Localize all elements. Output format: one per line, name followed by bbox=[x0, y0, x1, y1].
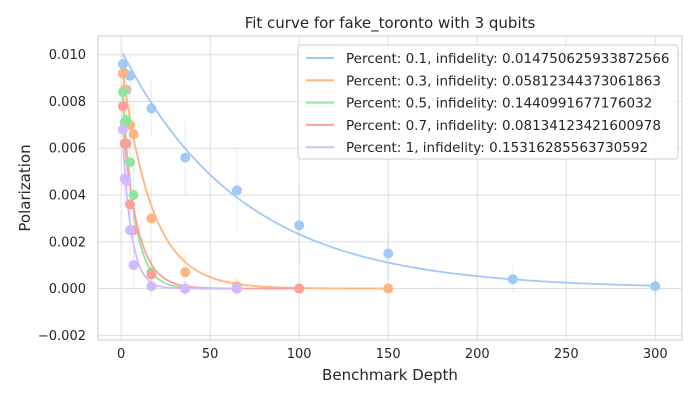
x-tick-label: 200 bbox=[465, 347, 490, 362]
y-tick-label: −0.002 bbox=[38, 329, 86, 344]
legend: Percent: 0.1, infidelity: 0.014750625933… bbox=[297, 44, 679, 160]
fit-curve bbox=[122, 53, 656, 287]
x-axis-label: Benchmark Depth bbox=[322, 366, 458, 384]
data-point bbox=[146, 269, 157, 280]
data-point bbox=[146, 281, 157, 292]
data-point bbox=[146, 213, 157, 224]
legend-label: Percent: 1, infidelity: 0.15316285563730… bbox=[346, 140, 648, 156]
fit-curves bbox=[122, 53, 656, 290]
data-point bbox=[121, 175, 132, 186]
legend-label: Percent: 0.5, infidelity: 0.144099167717… bbox=[346, 96, 652, 112]
x-tick-label: 50 bbox=[202, 347, 219, 362]
data-point bbox=[125, 157, 136, 168]
y-tick-labels: −0.002 0.000 0.002 0.004 0.006 0.008 0.010 bbox=[38, 48, 86, 344]
x-tick-label: 250 bbox=[554, 347, 579, 362]
data-point bbox=[231, 283, 242, 294]
data-point bbox=[383, 283, 394, 294]
data-point bbox=[125, 225, 136, 236]
legend-box bbox=[297, 44, 679, 160]
data-point bbox=[231, 185, 242, 196]
data-point bbox=[117, 68, 128, 79]
data-point bbox=[507, 274, 518, 285]
x-tick-label: 300 bbox=[643, 347, 668, 362]
fit-curve bbox=[122, 72, 389, 290]
data-point bbox=[146, 103, 157, 114]
data-point bbox=[383, 248, 394, 259]
x-tick-label: 100 bbox=[287, 347, 312, 362]
data-point bbox=[294, 283, 305, 294]
data-point bbox=[294, 220, 305, 231]
y-axis-label: Polarization bbox=[16, 144, 34, 231]
y-tick-label: 0.010 bbox=[49, 48, 86, 63]
fit-curve bbox=[122, 142, 237, 290]
x-tick-label: 0 bbox=[117, 347, 125, 362]
data-point bbox=[128, 190, 139, 201]
data-points bbox=[117, 59, 661, 294]
data-point bbox=[121, 138, 132, 149]
data-point bbox=[117, 59, 128, 70]
y-tick-label: 0.002 bbox=[49, 235, 86, 250]
data-point bbox=[117, 101, 128, 112]
data-point bbox=[650, 281, 661, 292]
data-point bbox=[180, 152, 191, 163]
data-point bbox=[125, 199, 136, 210]
data-point bbox=[180, 283, 191, 294]
x-tick-label: 150 bbox=[376, 347, 401, 362]
y-tick-label: 0.004 bbox=[49, 189, 86, 204]
legend-label: Percent: 0.1, infidelity: 0.014750625933… bbox=[346, 51, 670, 67]
data-point bbox=[121, 115, 132, 126]
data-point bbox=[180, 267, 191, 278]
y-tick-label: 0.000 bbox=[49, 282, 86, 297]
legend-label: Percent: 0.7, infidelity: 0.081341234216… bbox=[346, 118, 661, 134]
data-point bbox=[128, 260, 139, 271]
x-tick-labels: 0 50 100 150 200 250 300 bbox=[117, 347, 668, 362]
y-tick-label: 0.008 bbox=[49, 95, 86, 110]
data-point bbox=[128, 129, 139, 140]
chart-title: Fit curve for fake_toronto with 3 qubits bbox=[245, 14, 536, 33]
y-tick-label: 0.006 bbox=[49, 142, 86, 157]
data-point bbox=[117, 124, 128, 135]
data-point bbox=[117, 87, 128, 98]
legend-label: Percent: 0.3, infidelity: 0.058123443730… bbox=[346, 73, 661, 89]
